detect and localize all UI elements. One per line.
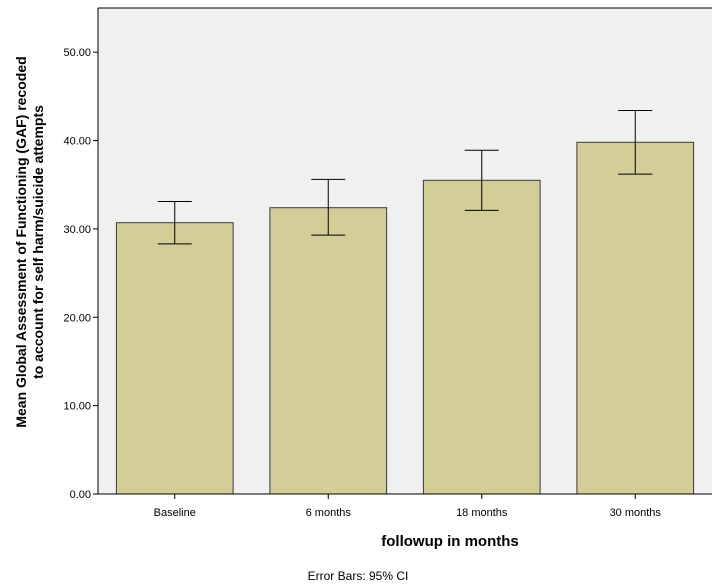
y-tick-label: 0.00 [70, 489, 91, 501]
x-axis: Baseline 6 months 18 months 30 months [98, 493, 712, 519]
y-axis-title-line1: Mean Global Assessment of Functioning (G… [13, 56, 29, 427]
bar-30-months [576, 141, 695, 495]
y-tick-label: 40.00 [63, 136, 91, 148]
error-bars-footnote: Error Bars: 95% CI [308, 569, 409, 583]
bar-baseline [115, 222, 234, 495]
y-axis-title-line2: to account for self harm/suicide attempt… [30, 105, 46, 379]
y-tick-label: 50.00 [63, 47, 91, 59]
x-tick-label: 30 months [610, 507, 662, 519]
y-axis: 0.00 10.00 20.00 30.00 40.00 50.00 [63, 8, 99, 501]
bar-18-months [422, 179, 541, 495]
y-tick-label: 30.00 [63, 224, 91, 236]
y-tick-label: 10.00 [63, 401, 91, 413]
x-tick-label: 18 months [456, 507, 508, 519]
x-axis-title: followup in months [381, 533, 518, 550]
bars [115, 141, 695, 495]
x-tick-label: 6 months [306, 507, 352, 519]
x-tick-label: Baseline [154, 507, 196, 519]
error-bars [157, 110, 653, 245]
y-tick-label: 20.00 [63, 312, 91, 324]
bar-6-months [269, 207, 388, 495]
